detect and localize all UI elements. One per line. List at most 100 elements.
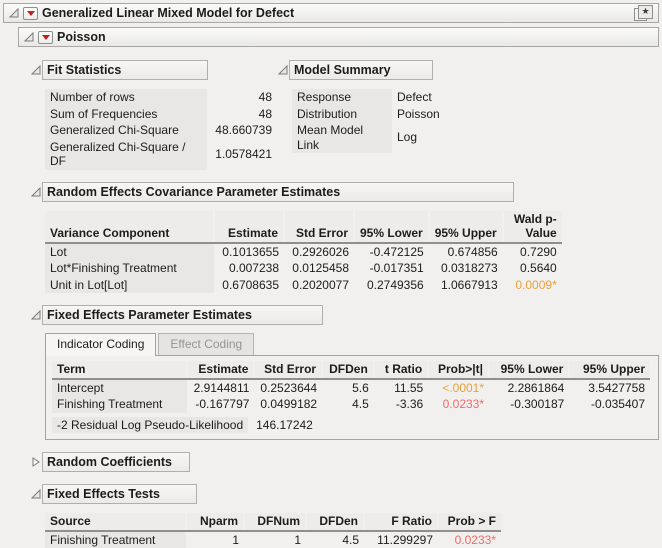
fixed-effects-title: Fixed Effects Parameter Estimates	[47, 308, 252, 322]
fixed-effects-tests-title: Fixed Effects Tests	[47, 487, 160, 501]
p-value: 0.5640	[503, 260, 562, 277]
column-header: 95% Upper	[569, 361, 650, 379]
report-title: Generalized Linear Mixed Model for Defec…	[42, 6, 294, 20]
indicator-coding-panel: Term Estimate Std Error DFDen t Ratio Pr…	[45, 355, 659, 440]
red-triangle-icon	[42, 35, 50, 40]
p-value-significant: 0.0233*	[428, 396, 489, 413]
estimate-value: 2.9144811	[187, 379, 254, 397]
variance-component: Lot	[45, 243, 214, 261]
fixed-effects-tests-header: Fixed Effects Tests	[30, 484, 659, 504]
table-header-row: Source Nparm DFNum DFDen F Ratio Prob > …	[45, 513, 501, 531]
p-value-significant: 0.0009*	[503, 277, 562, 294]
random-effects-title: Random Effects Covariance Parameter Esti…	[47, 185, 340, 199]
column-header: DFNum	[244, 513, 306, 531]
bookmark-star-icon: ★	[638, 5, 653, 19]
fixed-effects-tests-section: Fixed Effects Tests Source Nparm DFNum D…	[30, 484, 659, 548]
fit-statistics-title: Fit Statistics	[47, 63, 121, 77]
source-label: Finishing Treatment	[45, 531, 186, 548]
table-row: Finishing Treatment -0.167797 0.0499182 …	[52, 396, 650, 413]
p-value: 0.7290	[503, 243, 562, 261]
table-row: Intercept 2.9144811 0.2523644 5.6 11.55 …	[52, 379, 650, 397]
bookmark-button[interactable]: ★	[632, 5, 654, 22]
disclosure-open-icon[interactable]	[277, 65, 288, 76]
upper-ci-value: 0.0318273	[429, 260, 503, 277]
lower-ci-value: -0.472125	[354, 243, 429, 261]
lower-ci-value: 0.2749356	[354, 277, 429, 294]
disclosure-open-icon[interactable]	[30, 489, 41, 500]
disclosure-open-icon[interactable]	[30, 310, 41, 321]
column-header: Variance Component	[45, 211, 214, 243]
std-error-value: 0.0125458	[284, 260, 354, 277]
fixed-effects-tests-table: Source Nparm DFNum DFDen F Ratio Prob > …	[45, 513, 501, 548]
column-header: Wald p-Value	[503, 211, 562, 243]
column-header: 95% Lower	[354, 211, 429, 243]
std-error-value: 0.2020077	[284, 277, 354, 294]
disclosure-open-icon[interactable]	[23, 32, 34, 43]
summary-value: Poisson	[392, 106, 472, 123]
red-triangle-menu-button[interactable]	[38, 31, 53, 44]
random-effects-table: Variance Component Estimate Std Error 95…	[45, 211, 562, 294]
pseudo-likelihood-value: 146.17242	[248, 417, 321, 434]
dfden-value: 4.5	[306, 531, 364, 548]
table-header-row: Term Estimate Std Error DFDen t Ratio Pr…	[52, 361, 650, 379]
summary-label: Distribution	[292, 106, 392, 123]
table-row: Lot 0.1013655 0.2926026 -0.472125 0.6748…	[45, 243, 562, 261]
stat-value: 1.0578421	[207, 139, 277, 170]
std-error-value: 0.2523644	[254, 379, 322, 397]
fixed-effects-header: Fixed Effects Parameter Estimates	[30, 305, 659, 325]
fixed-effects-table: Term Estimate Std Error DFDen t Ratio Pr…	[52, 361, 650, 413]
column-header: DFDen	[306, 513, 364, 531]
p-value-significant: 0.0233*	[438, 531, 501, 548]
nparm-value: 1	[186, 531, 244, 548]
variance-component: Unit in Lot[Lot]	[45, 277, 214, 294]
upper-ci-value: 1.0667913	[429, 277, 503, 294]
upper-ci-value: 3.5427758	[569, 379, 650, 397]
estimate-value: -0.167797	[187, 396, 254, 413]
tab-effect-coding[interactable]: Effect Coding	[158, 333, 254, 355]
disclosure-closed-icon[interactable]	[30, 457, 41, 468]
report-title-bar: Generalized Linear Mixed Model for Defec…	[3, 3, 659, 23]
random-coefficients-title: Random Coefficients	[47, 455, 172, 469]
std-error-value: 0.0499182	[254, 396, 322, 413]
pseudo-likelihood-row: -2 Residual Log Pseudo-Likelihood 146.17…	[52, 417, 650, 434]
estimate-value: 0.007238	[214, 260, 284, 277]
summary-label: Mean Model Link	[292, 122, 392, 153]
column-header: 95% Upper	[429, 211, 503, 243]
fit-statistics-header: Fit Statistics	[30, 60, 277, 80]
lower-ci-value: -0.300187	[489, 396, 569, 413]
table-header-row: Variance Component Estimate Std Error 95…	[45, 211, 562, 243]
red-triangle-icon	[27, 11, 35, 16]
estimate-value: 0.1013655	[214, 243, 284, 261]
jmp-report-window: { "report": { "title": "Generalized Line…	[0, 0, 662, 527]
fixed-effects-section: Fixed Effects Parameter Estimates Indica…	[30, 305, 659, 440]
stat-value: 48.660739	[207, 122, 277, 139]
coding-tabs: Indicator Coding Effect Coding	[45, 333, 659, 355]
column-header: Nparm	[186, 513, 244, 531]
random-coefficients-header: Random Coefficients	[30, 452, 659, 472]
tab-indicator-coding[interactable]: Indicator Coding	[45, 333, 156, 356]
upper-ci-value: 0.674856	[429, 243, 503, 261]
model-summary-title: Model Summary	[294, 63, 391, 77]
column-header: Estimate	[187, 361, 254, 379]
disclosure-open-icon[interactable]	[30, 65, 41, 76]
disclosure-open-icon[interactable]	[30, 186, 41, 197]
dfnum-value: 1	[244, 531, 306, 548]
summary-label: Response	[292, 89, 392, 106]
table-row: Unit in Lot[Lot] 0.6708635 0.2020077 0.2…	[45, 277, 562, 294]
std-error-value: 0.2926026	[284, 243, 354, 261]
disclosure-open-icon[interactable]	[8, 8, 19, 19]
dfden-value: 4.5	[322, 396, 374, 413]
red-triangle-menu-button[interactable]	[23, 7, 38, 20]
variance-component: Lot*Finishing Treatment	[45, 260, 214, 277]
random-effects-section: Random Effects Covariance Parameter Esti…	[30, 182, 659, 294]
table-row: Lot*Finishing Treatment 0.007238 0.01254…	[45, 260, 562, 277]
poisson-title-bar: Poisson	[18, 27, 659, 47]
